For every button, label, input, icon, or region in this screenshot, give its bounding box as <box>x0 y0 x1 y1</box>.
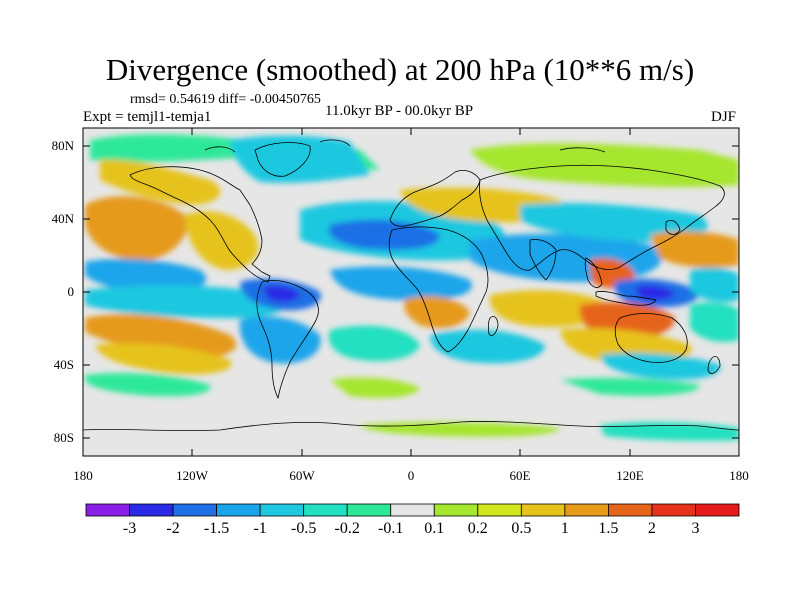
coast-antarctica <box>83 421 739 431</box>
lon-tick-label: 0 <box>407 468 415 483</box>
colorbar-swatch <box>346 503 392 517</box>
colorbar-swatch <box>651 503 696 517</box>
field-maritime-darkblue <box>635 285 675 301</box>
field-natl-orange <box>185 211 259 270</box>
lon-tick-label: 180 <box>73 468 93 483</box>
field-amazon-darkblue <box>262 285 300 302</box>
colorbar-swatch <box>520 503 566 517</box>
coast-arctic-islands <box>204 139 606 153</box>
field-greenland-cyan <box>230 135 370 183</box>
field-samerica-cyan <box>239 316 321 364</box>
axis-ticks <box>82 128 740 456</box>
colorbar-swatch <box>216 503 261 517</box>
colorbar <box>85 503 740 517</box>
lat-tick-label: 80S <box>53 430 74 445</box>
colorbar-label: -0.5 <box>290 520 317 537</box>
field-so-yellow <box>330 377 420 398</box>
colorbar-label: 1.5 <box>598 520 619 537</box>
field-asia-cyan <box>520 203 708 242</box>
field-indian-orange <box>489 290 610 328</box>
lon-tick-label: 120W <box>176 468 208 483</box>
field-tasman-cyan <box>600 353 721 380</box>
field-eq-pac-cyan <box>85 285 287 319</box>
colorbar-swatch <box>85 503 130 517</box>
coast-europe <box>389 170 481 227</box>
period-label: 11.0kyr BP - 00.0kyr BP <box>325 103 474 119</box>
coastlines <box>83 139 739 431</box>
colorbar-swatch <box>695 503 740 517</box>
colorbar-label: -2 <box>166 520 180 537</box>
colorbar-swatch <box>172 503 217 517</box>
colorbar-label: 3 <box>691 520 700 537</box>
colorbar-label: -1 <box>253 520 267 537</box>
coast-india <box>529 239 557 281</box>
colorbar-label: 1 <box>560 520 569 537</box>
field-safrica-cyan <box>430 329 545 364</box>
colorbar-swatch <box>433 503 479 517</box>
coast-madagascar <box>487 316 499 336</box>
experiment-label: Expt = temjl1-temja1 <box>83 109 212 125</box>
field-npac-orange <box>85 196 188 262</box>
colorbar-label: 0.5 <box>511 520 532 537</box>
lat-tick-label: 0 <box>67 284 75 299</box>
coast-greenland <box>254 142 311 177</box>
field-arctic-orange <box>100 159 221 205</box>
coast-north-america <box>129 166 271 283</box>
coast-asia <box>479 164 725 271</box>
colorbar-label: 0.2 <box>467 520 488 537</box>
colorbar-label: -1.5 <box>203 520 230 537</box>
field-npac-blue <box>85 258 207 293</box>
lat-tick-label: 40S <box>53 357 74 372</box>
divergence-field <box>85 134 739 441</box>
coast-australia <box>614 313 688 363</box>
lon-tick-label: 120E <box>616 468 644 483</box>
lon-tick-label: 60E <box>509 468 531 483</box>
colorbar-label: 0.1 <box>424 520 445 537</box>
field-so-green-east <box>560 377 700 396</box>
colorbar-label: -0.1 <box>378 520 404 537</box>
lon-tick-label: 60W <box>289 468 315 483</box>
field-eq-africa-orange <box>404 296 470 329</box>
colorbar-swatch <box>303 503 348 517</box>
lon-tick-label: 180 <box>729 468 749 483</box>
field-spac-yellow <box>95 343 232 375</box>
map-title: Divergence (smoothed) at 200 hPa (10**6 … <box>105 52 695 87</box>
rmsd-stats: rmsd= 0.54619 diff= -0.00450765 <box>130 92 321 107</box>
lat-tick-label: 80N <box>51 138 74 153</box>
field-eq-atl-blue <box>330 266 472 301</box>
field-satl-cyan <box>328 325 420 362</box>
map-plot-area <box>83 128 739 456</box>
colorbar-swatch <box>477 503 522 517</box>
lat-tick-label: 40N <box>51 211 74 226</box>
coast-southeast-asia <box>584 257 603 288</box>
field-wpac-cyan <box>690 267 739 302</box>
field-eurasia-green <box>470 143 739 188</box>
field-npac-east-orange <box>650 231 739 268</box>
field-so-green <box>85 373 211 397</box>
colorbar-swatch <box>129 503 174 517</box>
coast-africa <box>388 226 489 353</box>
colorbar-label: 2 <box>647 520 656 537</box>
coast-south-america <box>256 280 319 400</box>
colorbar-swatch <box>608 503 653 517</box>
colorbar-label: -3 <box>122 520 137 537</box>
coast-new-zealand <box>707 356 721 374</box>
season-label: DJF <box>711 109 737 125</box>
colorbar-swatch <box>564 503 609 517</box>
field-spac-orange <box>85 314 237 359</box>
coast-japan <box>665 220 681 235</box>
field-spac-east-cyan <box>690 302 739 342</box>
colorbar-swatch <box>259 503 305 517</box>
colorbar-swatch <box>390 503 435 517</box>
coast-indonesia <box>595 291 657 306</box>
colorbar-label: -0.2 <box>334 520 360 537</box>
